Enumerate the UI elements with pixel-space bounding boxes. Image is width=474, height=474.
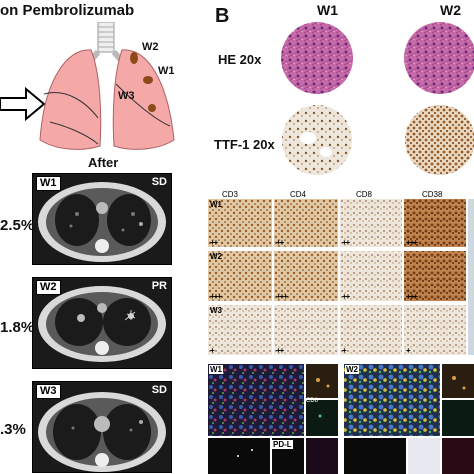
ihc-marker-cd4: CD4 bbox=[290, 190, 307, 199]
if-small-tag: PD-L bbox=[272, 440, 293, 449]
ct-image bbox=[38, 286, 166, 362]
column-header-w1: W1 bbox=[317, 2, 338, 18]
ct-image bbox=[38, 182, 166, 262]
if-tag-w2: W2 bbox=[345, 365, 359, 374]
ttf1-w1-image bbox=[282, 105, 352, 175]
ihc-row-tag-w1: W1 bbox=[210, 200, 222, 209]
ihc-score: + bbox=[406, 346, 411, 355]
ihc-score: +++ bbox=[276, 292, 288, 301]
ttf1-w2-image bbox=[405, 105, 474, 175]
he-stain-images bbox=[281, 22, 474, 94]
after-label: After bbox=[88, 155, 119, 170]
ct-response: SD bbox=[151, 176, 167, 188]
he-w1-image bbox=[281, 22, 353, 94]
ct-response: SD bbox=[151, 384, 167, 396]
ct-tag: W3 bbox=[36, 384, 61, 399]
ct-tag: W1 bbox=[36, 176, 61, 191]
percent-w1: 2.5% bbox=[0, 217, 35, 234]
ihc-score: +++ bbox=[210, 292, 222, 301]
arrow-right-icon bbox=[0, 86, 46, 122]
ihc-score: ++ bbox=[276, 346, 284, 355]
ct-scan-w1: W1 SD bbox=[32, 173, 172, 265]
ttf1-stain-images bbox=[282, 105, 474, 175]
lung-diagram bbox=[39, 22, 175, 150]
he-w2-image bbox=[404, 22, 474, 94]
immunofluorescence-panels bbox=[208, 364, 474, 474]
ihc-grid bbox=[208, 199, 474, 355]
ct-tag: W2 bbox=[36, 280, 61, 295]
lesion-label-w2: W2 bbox=[142, 41, 159, 53]
ihc-score: ++ bbox=[342, 292, 350, 301]
ihc-row-tag-w3: W3 bbox=[210, 306, 222, 315]
if-tag-w1: W1 bbox=[209, 365, 223, 374]
ihc-marker-cd8: CD8 bbox=[356, 190, 373, 199]
ihc-score: +++ bbox=[406, 238, 418, 247]
ihc-marker-cd38: CD38 bbox=[422, 190, 443, 199]
ct-image bbox=[38, 392, 166, 472]
ct-scan-w2: W2 PR bbox=[32, 277, 172, 369]
ihc-score: + bbox=[210, 346, 215, 355]
ihc-score: ++ bbox=[210, 238, 218, 247]
ct-response: PR bbox=[151, 280, 167, 292]
row-label-he: HE 20x bbox=[218, 52, 262, 67]
percent-w2: 1.8% bbox=[0, 319, 35, 336]
ihc-score: ++ bbox=[276, 238, 284, 247]
ihc-row-tag-w2: W2 bbox=[210, 252, 222, 261]
row-label-ttf1: TTF-1 20x bbox=[214, 137, 275, 152]
column-header-w2: W2 bbox=[440, 2, 461, 18]
lesion-label-w3: W3 bbox=[118, 90, 135, 102]
percent-w3: .3% bbox=[0, 421, 26, 438]
ihc-score: +++ bbox=[406, 292, 418, 301]
ihc-marker-cd3: CD3 bbox=[222, 190, 239, 199]
ihc-score: ++ bbox=[342, 238, 350, 247]
panel-b-letter: B bbox=[215, 5, 230, 27]
ct-scan-w3: W3 SD bbox=[32, 381, 172, 473]
lesion-label-w1: W1 bbox=[158, 65, 175, 77]
panel-a-title: on Pembrolizumab bbox=[0, 2, 135, 19]
ihc-score: + bbox=[342, 346, 347, 355]
if-small-label: CD8 bbox=[306, 398, 319, 404]
